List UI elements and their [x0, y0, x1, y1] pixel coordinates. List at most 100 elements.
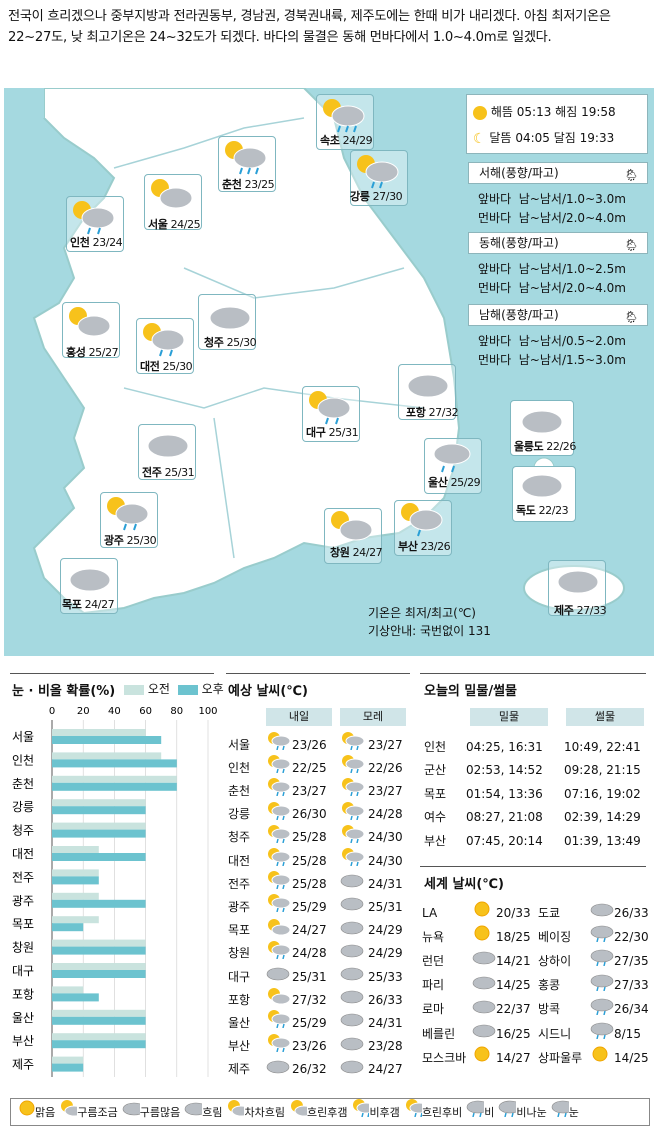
world-row: LA 20/33 도쿄 26/33: [422, 900, 650, 923]
cloud-icon: [340, 1057, 368, 1083]
world-city: 상하이: [538, 953, 572, 968]
world-city: 베를린: [422, 1026, 456, 1041]
forecast-day1-temp: 26/30: [292, 807, 327, 822]
forecast-day2-temp: 25/31: [368, 899, 403, 914]
am-bar: [52, 1056, 84, 1064]
world-row: 베를린 16/25 시드니 8/15: [422, 1021, 650, 1044]
tide-place: 목포: [424, 786, 447, 801]
map-city-춘천: 춘천 23/25: [222, 178, 275, 191]
suncloud-icon: [59, 1099, 84, 1125]
legend-label: 비후갬: [369, 1106, 400, 1119]
tide-low-header: 썰물: [566, 708, 644, 726]
cloud-icon: [340, 987, 368, 1013]
forecast-day2-temp: 23/27: [368, 737, 403, 752]
forecast-city: 목포: [228, 923, 251, 938]
forecast-day2-temp: 25/33: [368, 969, 403, 984]
tide-title: 오늘의 밀물/썰물: [424, 684, 517, 699]
forecast-day2-temp: 24/28: [368, 807, 403, 822]
legend-label: 비: [484, 1106, 495, 1119]
forecast-day2-temp: 24/29: [368, 923, 403, 938]
pm-bar: [52, 1063, 84, 1072]
category-label: 인천: [12, 752, 34, 767]
forecast-row: 청주 25/28 24/30: [228, 824, 414, 848]
sunrise-label: 해뜸: [490, 105, 513, 119]
weather-map: 속초 24/29 춘천 23/25 강릉 27/30 서울 24/25 인천 2…: [4, 88, 654, 656]
pm-bar: [52, 946, 146, 955]
legend-label: 구름많음: [139, 1106, 181, 1119]
cloud-icon: [472, 1021, 496, 1047]
rain-probability-chart: 0 20 40 60 80 100 서울인천춘천강릉청주대전전주광주목포창원대구포항울산부산…: [12, 706, 218, 1077]
sea-east-far: 먼바다 남~남서/2.0~4.0m: [478, 281, 626, 295]
map-city-독도: 독도 22/23: [516, 504, 569, 517]
cloud-icon: [340, 894, 368, 920]
world-temp: 26/33: [614, 905, 649, 920]
sunrain-icon: [404, 1099, 429, 1125]
world-temp: 14/27: [496, 1050, 531, 1065]
forecast-row: 광주 25/29 25/31: [228, 894, 414, 917]
world-row: 로마 22/37 방콕 26/34: [422, 997, 650, 1020]
forecast-day1-temp: 27/32: [292, 992, 327, 1007]
world-city: 로마: [422, 1002, 445, 1017]
cloud-icon: [472, 997, 496, 1023]
forecast-row: 전주 25/28 24/31: [228, 871, 414, 894]
sunrain-icon: [351, 1099, 376, 1125]
sea-south-header: 남해(풍향/파고) 🌦: [468, 304, 648, 326]
am-bar: [52, 892, 99, 900]
forecast-row: 부산 23/26 23/28: [228, 1033, 414, 1060]
sunrain-icon: [266, 848, 292, 874]
forecast-row: 서울 23/26 23/27: [228, 732, 414, 755]
map-city-서울: 서울 24/25: [148, 218, 201, 231]
world-city: 베이징: [538, 929, 572, 944]
cloud-icon: [340, 871, 368, 897]
map-city-부산: 부산 23/26: [398, 540, 451, 553]
sunrain-icon: [340, 848, 368, 874]
forecast-city: 창원: [228, 946, 251, 961]
cloud-icon: [340, 1034, 368, 1060]
sea-west-far: 먼바다 남~남서/2.0~4.0m: [478, 211, 626, 225]
world-temp: 16/25: [496, 1026, 531, 1041]
am-bar: [52, 799, 146, 807]
rain-title: 눈 · 비올 확률(%): [12, 684, 116, 699]
pm-bar: [52, 876, 99, 885]
world-temp: 22/30: [614, 929, 649, 944]
tide-row: 인천 04:25, 16:31 10:49, 22:41: [424, 736, 650, 759]
pm-bar: [52, 759, 177, 768]
sunrise-time: 05:13: [516, 105, 552, 119]
sunrain-icon: 🌦: [623, 238, 639, 252]
map-city-제주: 제주 27/33: [554, 604, 607, 617]
rain-icon: [466, 1099, 490, 1125]
world-row: 런던 14/21 상하이 27/35: [422, 948, 650, 971]
tide-low-times: 02:39, 14:29: [564, 810, 641, 825]
x-tick-label: 100: [198, 706, 217, 717]
legend-label: 흐린후비: [421, 1106, 463, 1119]
forecast-day2-temp: 24/30: [368, 830, 403, 845]
x-tick-label: 0: [49, 706, 55, 717]
sunrain-icon: [340, 732, 368, 758]
am-bar: [52, 846, 99, 853]
legend-label: 구름조금: [77, 1106, 118, 1119]
world-row: 파리 14/25 홍콩 27/33: [422, 973, 650, 996]
forecast-row: 대구 25/31 25/33: [228, 964, 414, 987]
suncloud-icon: [289, 1099, 314, 1125]
rain-icon: [590, 948, 614, 974]
forecast-city: 포항: [228, 992, 251, 1007]
moon-row: ☾ 달뜸 04:05 달짐 19:33: [473, 125, 641, 152]
world-city: 홍콩: [538, 978, 561, 993]
sea-east-header: 동해(풍향/파고) 🌦: [468, 232, 648, 254]
forecast-city: 춘천: [228, 783, 251, 798]
legend-item: 맑음: [17, 1100, 55, 1119]
am-bar: [52, 1033, 146, 1041]
sunset-label: 해짐: [555, 105, 578, 119]
forecast-row: 포항 27/32 26/33: [228, 987, 414, 1010]
map-city-속초: 속초 24/29: [320, 134, 373, 147]
forecast-day2-temp: 24/30: [368, 853, 403, 868]
legend-item: 흐린후갬: [289, 1100, 347, 1119]
tide-high-times: 04:25, 16:31: [466, 740, 543, 754]
rain-legend: 오전 오후: [124, 680, 224, 697]
sunrain-icon: 🌦: [623, 168, 639, 182]
category-label: 포항: [12, 987, 34, 1001]
sun-icon: [472, 1045, 496, 1071]
pm-bar: [52, 782, 177, 791]
world-temp: 14/21: [496, 953, 531, 968]
map-city-울산: 울산 25/29: [428, 476, 481, 489]
